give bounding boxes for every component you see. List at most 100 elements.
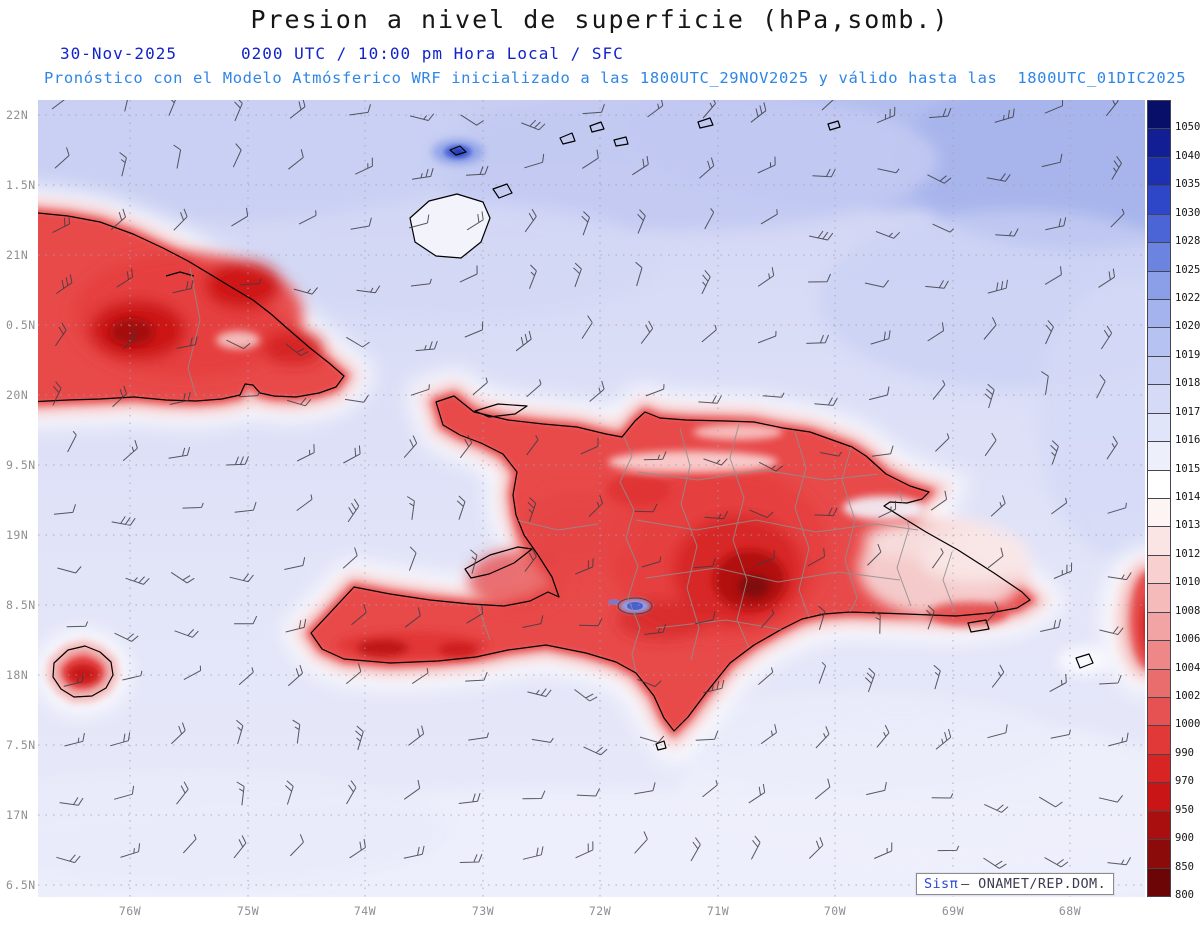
colorbar-swatch (1147, 100, 1171, 130)
x-axis-label: 69W (941, 904, 965, 918)
colorbar-swatch (1147, 299, 1171, 329)
x-axis-label: 70W (823, 904, 847, 918)
y-axis-label: 8.5N (6, 598, 36, 612)
x-axis-label: 75W (236, 904, 260, 918)
colorbar-swatch (1147, 867, 1171, 897)
colorbar-swatch (1147, 441, 1171, 471)
colorbar-value: 1017 (1175, 405, 1200, 418)
colorbar-swatch (1147, 583, 1171, 613)
wind-barbs (51, 100, 1132, 869)
coastline-caicos-1 (559, 132, 576, 145)
colorbar-value: 1016 (1175, 434, 1200, 447)
y-axis-label: 9.5N (6, 458, 36, 472)
watermark-text: — ONAMET/REP.DOM. (961, 876, 1107, 892)
coastline-caicos-2 (589, 121, 605, 133)
y-axis-label: 17N (6, 808, 29, 822)
watermark: Sisπ — ONAMET/REP.DOM. (916, 873, 1115, 895)
colorbar-value: 970 (1175, 775, 1194, 788)
border-haiti-dr (619, 435, 641, 673)
x-axis-label: 72W (588, 904, 612, 918)
lake-enriquillo-outline (617, 597, 653, 615)
colorbar-value: 1050 (1175, 121, 1200, 134)
blue-pressure-maximum (432, 139, 484, 165)
page-title: Presion a nivel de superficie (hPa,somb.… (250, 5, 950, 34)
coastline-turks-1 (697, 117, 714, 129)
coastline-islet-blue-spot (449, 145, 467, 156)
colorbar-value: 1006 (1175, 633, 1200, 646)
colorbar-swatch (1147, 469, 1171, 499)
colorbar-swatch (1147, 668, 1171, 698)
colorbar-swatch (1147, 554, 1171, 585)
coastline-hispaniola (310, 395, 1031, 732)
colorbar-swatch (1147, 242, 1171, 272)
x-axis-label: 68W (1058, 904, 1082, 918)
colorbar-swatch (1147, 839, 1171, 869)
y-axis-label: 20N (6, 388, 29, 402)
x-axis-label: 76W (118, 904, 142, 918)
y-axis-label: 7.5N (6, 738, 36, 752)
colorbar-swatch (1147, 270, 1171, 300)
colorbar-value: 850 (1175, 860, 1194, 873)
y-axis-label: 1.5N (6, 178, 36, 192)
colorbar-value: 1019 (1175, 348, 1200, 361)
colorbar-value: 1018 (1175, 377, 1200, 390)
colorbar-swatch (1147, 498, 1171, 528)
x-axis-label: 73W (471, 904, 495, 918)
map-canvas (38, 100, 1145, 897)
colorbar-value: 1004 (1175, 661, 1200, 674)
colorbar-swatch (1147, 185, 1171, 215)
coastline-great-inagua (409, 193, 491, 259)
colorbar-value: 950 (1175, 803, 1194, 816)
watermark-brand: Sisπ (924, 876, 959, 892)
coastline-turks-2 (827, 120, 841, 131)
colorbar-value: 1013 (1175, 519, 1200, 532)
coastline-caicos-3 (613, 136, 629, 147)
colorbar-swatch (1147, 128, 1171, 158)
admin-boundaries (477, 423, 956, 673)
y-axis-label: 19N (6, 528, 29, 542)
admin-boundary-cuba (187, 267, 201, 397)
colorbar-value: 800 (1175, 889, 1194, 901)
run-date: 30-Nov-2025 (60, 44, 177, 63)
colorbar-value: 1012 (1175, 547, 1200, 560)
colorbar-value: 1020 (1175, 320, 1200, 333)
valid-time: 0200 UTC / 10:00 pm Hora Local / SFC (240, 44, 624, 63)
colorbar-swatch (1147, 213, 1171, 244)
pressure-map-svg (38, 100, 1145, 897)
y-axis-label: 6.5N (6, 878, 36, 892)
colorbar-value: 990 (1175, 746, 1194, 759)
colorbar-value: 1040 (1175, 149, 1200, 162)
x-axis-label: 74W (353, 904, 377, 918)
coastline-cuba-cays (165, 271, 195, 277)
high-pressure-shading (38, 100, 1145, 897)
x-axis-label: 71W (706, 904, 730, 918)
coastline-beata (655, 740, 667, 751)
colorbar-value: 1022 (1175, 292, 1200, 304)
coastline-jamaica (52, 645, 114, 698)
colorbar-value: 900 (1175, 832, 1194, 845)
datetime-line: 30-Nov-2025 0200 UTC / 10:00 pm Hora Loca… (60, 44, 624, 63)
colorbar-value: 1030 (1175, 206, 1200, 219)
colorbar-swatch (1147, 640, 1171, 670)
colorbar-swatch (1147, 810, 1171, 841)
colorbar-swatch (1147, 611, 1171, 642)
coastlines (38, 117, 1094, 751)
colorbar-value: 1010 (1175, 576, 1200, 589)
colorbar-value: 1015 (1175, 462, 1200, 475)
gridlines (38, 100, 1145, 897)
colorbar-swatch (1147, 384, 1171, 414)
colorbar-value: 1008 (1175, 604, 1200, 617)
coastline-tortue (474, 403, 528, 418)
colorbar-swatch (1147, 697, 1171, 727)
coastline-gonave (464, 546, 533, 579)
y-axis-label: 22N (6, 108, 29, 122)
colorbar-legend: 1050 1040 1035 1030 1028 1025 1022 1020 1019 1018… (1147, 100, 1200, 901)
colorbar-value: 1035 (1175, 178, 1200, 191)
y-axis-label: 0.5N (6, 318, 36, 332)
colorbar-value: 1025 (1175, 263, 1200, 276)
y-axis-label: 21N (6, 248, 29, 262)
colorbar-value: 1028 (1175, 235, 1200, 248)
colorbar-value: 1002 (1175, 690, 1200, 702)
low-pressure-puerto-rico-edge (1058, 548, 1145, 692)
colorbar-swatch (1147, 782, 1171, 812)
